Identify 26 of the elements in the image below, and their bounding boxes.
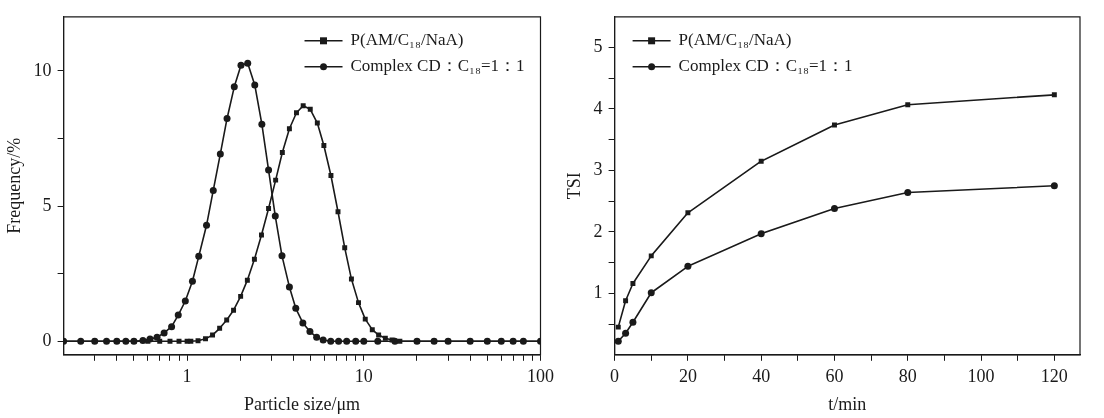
y-tick-label: 4 <box>593 97 603 118</box>
x-axis-title: Particle size/μm <box>243 393 361 414</box>
y-axis-title: TSI <box>563 172 584 200</box>
y-tick-label: 10 <box>33 59 52 80</box>
y-tick-label: 1 <box>593 282 603 303</box>
y-tick-label: 0 <box>42 330 52 351</box>
x-axis-title: t/min <box>828 393 867 414</box>
y-tick-label: 5 <box>593 36 603 57</box>
x-tick-label: 60 <box>825 366 844 387</box>
x-tick-label: 40 <box>752 366 771 387</box>
y-tick-label: 3 <box>593 159 603 180</box>
y-axis-title: Frequency/% <box>3 137 24 234</box>
x-tick-label: 10 <box>354 366 373 387</box>
x-tick-label: 1 <box>182 366 192 387</box>
x-tick-label: 100 <box>967 366 995 387</box>
y-tick-label: 2 <box>593 220 603 241</box>
y-tick-label: 5 <box>42 194 52 215</box>
x-tick-label: 20 <box>678 366 697 387</box>
legend-label: P(AM/C₁₈/NaA) <box>350 30 464 50</box>
x-tick-label: 0 <box>610 366 620 387</box>
legend-label: Complex CD：C₁₈=1：1 <box>350 56 525 76</box>
legend-label: P(AM/C₁₈/NaA) <box>678 30 792 50</box>
x-tick-label: 80 <box>898 366 917 387</box>
x-tick-label: 100 <box>527 366 554 387</box>
legend-label: Complex CD：C₁₈=1：1 <box>678 56 853 76</box>
x-tick-label: 120 <box>1040 366 1068 387</box>
